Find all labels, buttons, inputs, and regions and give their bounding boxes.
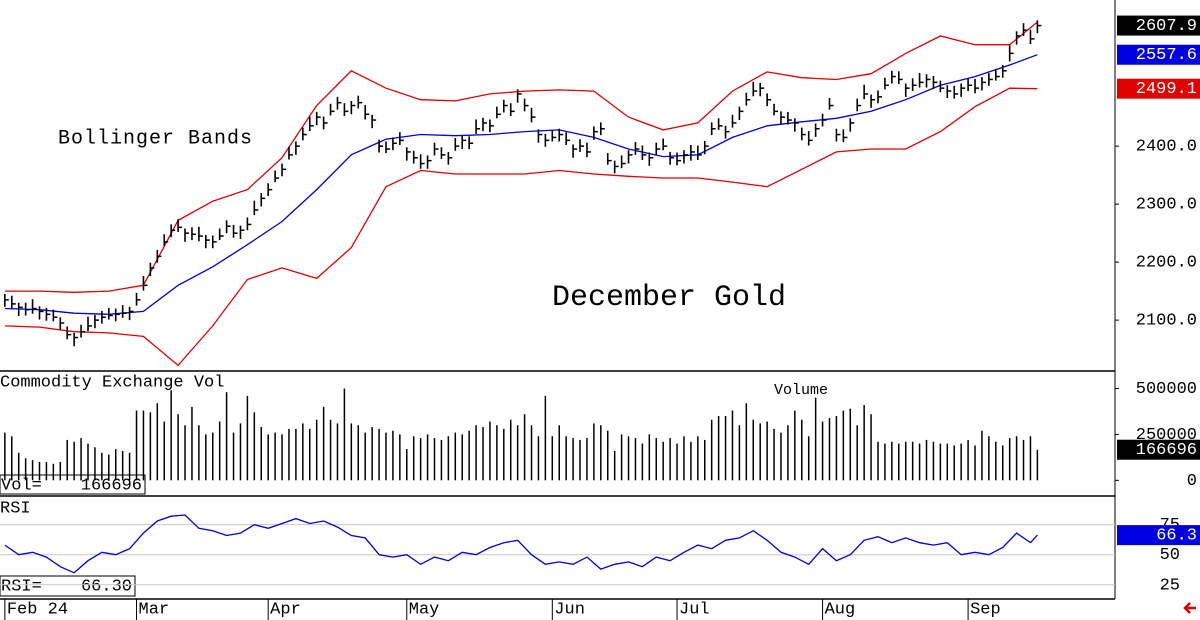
rsi-badge [1117, 525, 1200, 546]
y-tick-label: 50 [1160, 546, 1180, 565]
bollinger-lower [4, 87, 1038, 367]
panel-title: Commodity Exchange Vol [0, 373, 224, 392]
x-tick-label: Apr [270, 600, 301, 619]
middle-band-badge [1117, 44, 1200, 65]
last-price-badge [1117, 15, 1200, 36]
middle-band-badge-text: 2557.6 [1136, 46, 1197, 65]
x-tick-label: May [409, 600, 440, 619]
x-tick-label: Feb 24 [7, 600, 68, 619]
bollinger-middle [4, 54, 1038, 315]
x-tick-label: Mar [139, 600, 170, 619]
volume-badge [1117, 439, 1200, 460]
rsi-line [4, 514, 1038, 574]
x-tick-label: Aug [825, 600, 856, 619]
x-tick-label: Jun [554, 600, 585, 619]
panel-title: RSI [0, 499, 31, 518]
readout-value: 66.30 [81, 577, 132, 596]
y-tick-label: 2300.0 [1136, 196, 1197, 215]
lower-band-badge [1117, 78, 1200, 99]
annotation: Volume [774, 382, 828, 399]
x-tick-label: Jul [679, 600, 710, 619]
volume-badge-text: 166696 [1136, 441, 1197, 460]
annotation: Bollinger Bands [58, 127, 253, 150]
y-tick-label: 2100.0 [1136, 312, 1197, 331]
y-tick-label: 2200.0 [1136, 254, 1197, 273]
readout-value: 166696 [81, 476, 142, 495]
y-tick-label: 500000 [1136, 380, 1197, 399]
y-tick-label: 2400.0 [1136, 138, 1197, 157]
last-price-badge-text: 2607.9 [1136, 17, 1197, 36]
y-tick-label: 0 [1187, 472, 1197, 491]
readout-label: RSI= [1, 577, 42, 596]
readout-label: Vol= [1, 476, 42, 495]
rsi-badge-text: 66.3 [1156, 527, 1197, 546]
lower-band-badge-text: 2499.1 [1136, 80, 1197, 99]
y-tick-label: 25 [1160, 576, 1180, 595]
scroll-arrow-icon[interactable] [1183, 602, 1196, 614]
chart-title: December Gold [552, 281, 786, 315]
bollinger-upper [4, 21, 1038, 293]
readout-box [0, 575, 136, 597]
x-tick-label: Sep [970, 600, 1001, 619]
